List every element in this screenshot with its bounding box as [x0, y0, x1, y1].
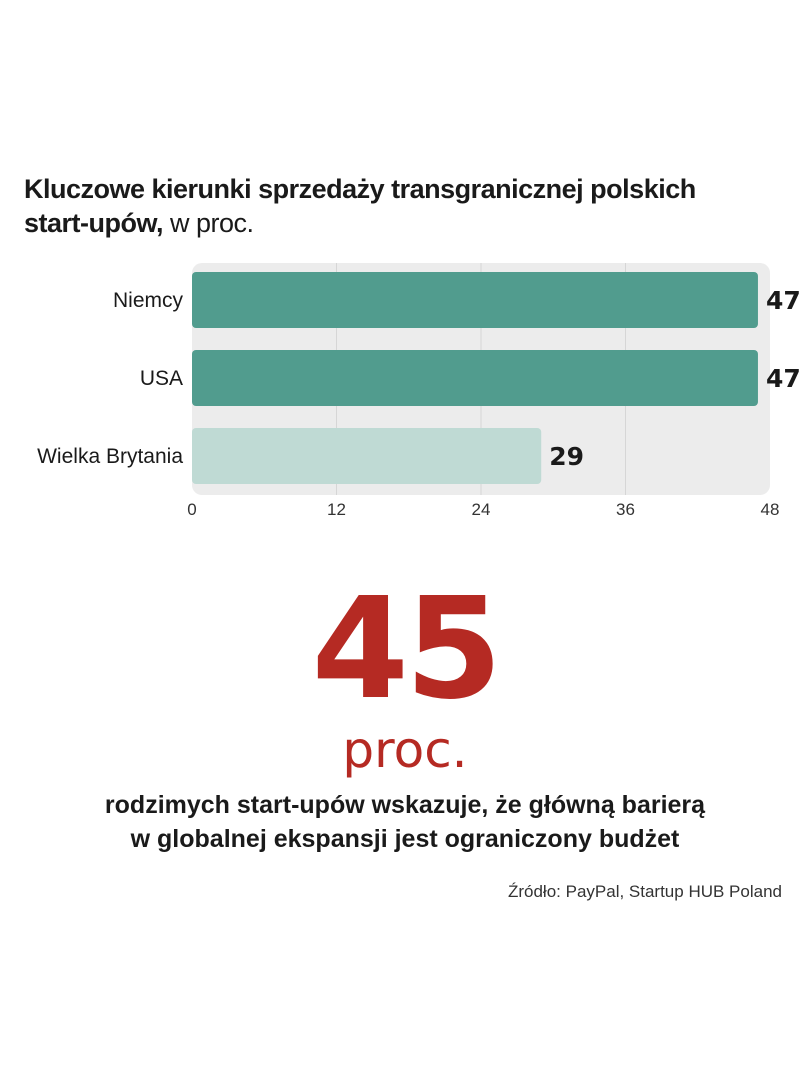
category-label: Niemcy	[113, 289, 184, 312]
x-tick-label: 48	[761, 500, 780, 519]
source-note: Źródło: PayPal, Startup HUB Poland	[507, 882, 782, 901]
value-label: 47	[766, 286, 801, 315]
x-tick-label: 24	[472, 500, 491, 519]
bar	[192, 428, 542, 484]
value-label: 29	[549, 442, 584, 471]
highlight-number: 45	[311, 568, 503, 731]
category-label: Wielka Brytania	[37, 445, 183, 468]
x-tick-label: 36	[616, 500, 635, 519]
bar	[192, 350, 758, 406]
highlight-unit: proc.	[342, 721, 468, 779]
x-tick-label: 0	[187, 500, 196, 519]
bar-chart: 0 12 24 36 48 Niemcy 47 USA 47 Wielka Brytania 29	[37, 263, 801, 519]
caption-line-1: rodzimych start-upów wskazuje, że główną…	[104, 791, 706, 819]
value-label: 47	[766, 364, 801, 393]
category-label: USA	[140, 367, 183, 390]
x-tick-label: 12	[327, 500, 346, 519]
caption-line-2: w globalnej ekspansji jest ograniczony b…	[130, 825, 680, 853]
bar	[192, 272, 758, 328]
chart-title: Kluczowe kierunki sprzedaży transgranicz…	[24, 172, 764, 240]
highlight-caption: rodzimych start-upów wskazuje, że główną…	[60, 788, 750, 856]
chart-title-unit: w proc.	[163, 208, 254, 238]
chart-title-main: Kluczowe kierunki sprzedaży transgranicz…	[24, 174, 696, 238]
